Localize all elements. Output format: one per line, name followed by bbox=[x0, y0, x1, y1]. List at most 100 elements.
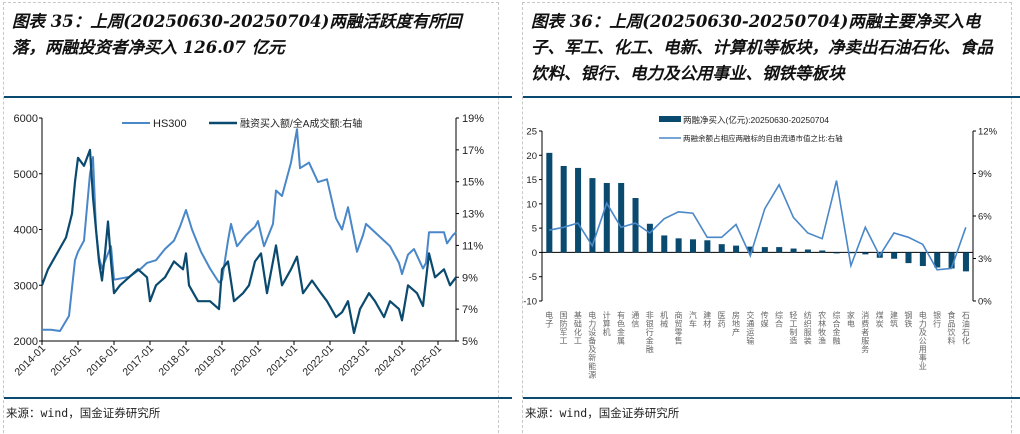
x-category-label: 通信 bbox=[631, 310, 640, 329]
legend-label: 两融净买入(亿元):20250630-20250704 bbox=[683, 115, 829, 125]
x-category-label: 非银行金融 bbox=[645, 310, 654, 354]
x-tick-label: 2017-01 bbox=[120, 343, 156, 379]
bar bbox=[689, 239, 697, 253]
bar bbox=[891, 252, 898, 259]
bar bbox=[934, 252, 941, 268]
line-chart-hs300-financing: 2000 3000 4000 5000 6000 5% 7% 9% 11% 13% 15% 17% 19… bbox=[12, 113, 484, 379]
x-category-label: 家电 bbox=[846, 310, 855, 328]
bar bbox=[546, 152, 553, 253]
bar bbox=[704, 240, 711, 253]
x-category-label: 医药 bbox=[717, 311, 726, 329]
series-line-margin-ratio bbox=[549, 180, 967, 271]
bar bbox=[833, 252, 840, 254]
legend-label: 两融余额占相应两融标的自由流通市值之比:右轴 bbox=[683, 133, 843, 143]
bar bbox=[733, 245, 740, 253]
y-tick-label-right: 12% bbox=[978, 127, 998, 138]
x-tick-label: 2020-01 bbox=[228, 343, 264, 379]
y-tick-label-right: 13% bbox=[462, 209, 484, 221]
y-tick-label-left: 6000 bbox=[14, 113, 38, 125]
bar bbox=[646, 223, 653, 253]
y-tick-label-right: 0% bbox=[978, 297, 992, 308]
series-line-hs300 bbox=[42, 128, 457, 332]
y-tick-label-right: 9% bbox=[462, 272, 478, 284]
x-category-label: 煤炭 bbox=[875, 310, 884, 329]
x-category-label: 石油石化 bbox=[961, 311, 970, 346]
x-tick-label: 2021-01 bbox=[264, 343, 300, 379]
x-category-label: 钢铁 bbox=[904, 310, 913, 329]
y-tick-label-left: 5000 bbox=[14, 169, 38, 181]
x-category-label: 交通运输 bbox=[746, 310, 755, 346]
x-category-label: 建筑 bbox=[889, 310, 898, 329]
x-tick-label: 2019-01 bbox=[192, 343, 228, 379]
x-category-label: 综合 bbox=[775, 310, 784, 329]
y-tick-label-left: 5 bbox=[532, 224, 537, 235]
x-category-label: 电力设备及新能源 bbox=[588, 310, 597, 380]
bar bbox=[661, 235, 668, 253]
bar bbox=[819, 250, 826, 253]
x-category-label: 传媒 bbox=[760, 310, 769, 329]
y-tick-label-right: 15% bbox=[462, 177, 484, 189]
bar bbox=[919, 252, 926, 267]
chart-title: 图表 35：上周(20250630-20250704)两融活跃度有所回落，两融投… bbox=[12, 12, 462, 57]
y-tick-label-right: 3% bbox=[978, 254, 992, 265]
bar bbox=[675, 238, 682, 253]
x-tick-label: 2016-01 bbox=[84, 343, 120, 379]
y-tick-label-left: 0 bbox=[532, 248, 537, 259]
x-category-label: 有色金属 bbox=[617, 310, 626, 346]
chart-panel-35: 图表 35：上周(20250630-20250704)两融活跃度有所回落，两融投… bbox=[3, 2, 512, 433]
y-tick-label-right: 7% bbox=[462, 304, 478, 316]
bar bbox=[862, 252, 869, 255]
x-tick-label: 2024-01 bbox=[372, 343, 408, 379]
y-tick-label-left: 10 bbox=[526, 199, 537, 210]
legend-label: HS300 bbox=[153, 118, 187, 130]
x-category-label: 农林牧渔 bbox=[818, 310, 827, 345]
bar bbox=[804, 249, 811, 253]
y-tick-label-right: 17% bbox=[462, 145, 484, 157]
y-tick-label-left: 20 bbox=[526, 151, 537, 162]
x-category-label: 电子 bbox=[545, 310, 554, 328]
y-tick-label-left: 15 bbox=[526, 175, 537, 186]
y-tick-label-right: 6% bbox=[978, 212, 992, 223]
bar bbox=[747, 246, 754, 253]
bar bbox=[905, 252, 912, 264]
bar-line-chart-sector-net-buy: -10 -5 0 5 10 15 20 25 0% 3% 6% 9% 12% 电子 国防军工 基础化工 电力设备… bbox=[523, 115, 998, 380]
bar bbox=[603, 182, 610, 253]
y-tick-label-left: -10 bbox=[523, 297, 537, 308]
y-tick-label-left: 4000 bbox=[14, 225, 38, 237]
x-category-label: 电力及公用事业 bbox=[918, 310, 927, 370]
y-tick-label-left: 2000 bbox=[14, 336, 38, 348]
bar bbox=[790, 248, 797, 253]
x-tick-label: 2015-01 bbox=[48, 343, 84, 379]
bar bbox=[560, 165, 567, 253]
bar bbox=[575, 167, 582, 253]
series-line-financing-ratio bbox=[40, 148, 457, 335]
x-category-label: 机械 bbox=[660, 310, 669, 329]
divider bbox=[4, 96, 512, 98]
bar bbox=[632, 198, 639, 253]
bar bbox=[776, 247, 783, 253]
x-category-label: 消费者服务 bbox=[861, 310, 870, 354]
x-category-label: 轻工制造 bbox=[789, 310, 798, 346]
legend-swatch-bar bbox=[659, 116, 681, 122]
x-tick-label: 2018-01 bbox=[156, 343, 192, 379]
y-tick-label-left: -5 bbox=[529, 272, 537, 283]
bar bbox=[718, 244, 725, 253]
x-category-label: 银行 bbox=[933, 310, 942, 329]
y-tick-label-left: 3000 bbox=[14, 280, 38, 292]
divider bbox=[523, 96, 1020, 98]
x-category-label: 房地产 bbox=[731, 310, 740, 337]
x-category-label: 汽车 bbox=[688, 310, 697, 329]
x-category-label: 纺织服装 bbox=[803, 310, 812, 346]
y-tick-label-right: 19% bbox=[462, 113, 484, 125]
bar bbox=[589, 178, 596, 253]
source-note: 来源：wind，国金证券研究所 bbox=[525, 406, 680, 420]
y-tick-label-right: 11% bbox=[462, 240, 483, 252]
bar bbox=[948, 252, 955, 269]
divider bbox=[4, 397, 512, 399]
y-tick-label-right: 9% bbox=[978, 169, 992, 180]
x-tick-label: 2022-01 bbox=[300, 343, 336, 379]
legend-label: 融资买入额/全A成交额:右轴 bbox=[240, 117, 362, 130]
x-category-label: 食品饮料 bbox=[947, 310, 956, 346]
x-category-label: 国防军工 bbox=[559, 311, 568, 345]
x-category-label: 基础化工 bbox=[573, 310, 582, 345]
